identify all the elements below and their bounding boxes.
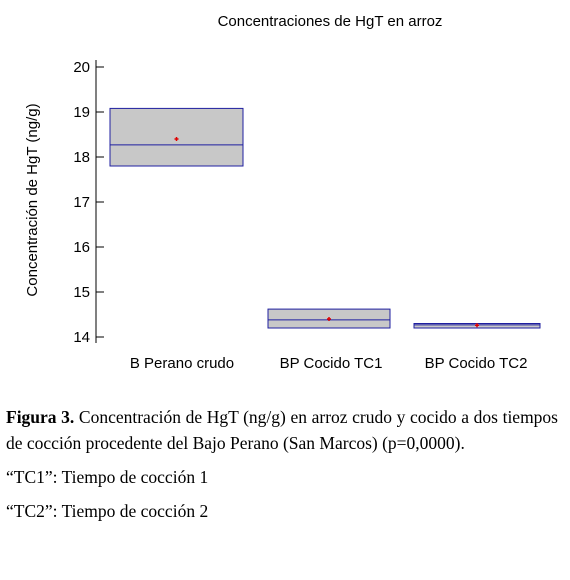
caption-note-tc1: “TC1”: Tiempo de cocción 1 <box>6 467 209 487</box>
x-category-label: BP Cocido TC2 <box>425 355 528 372</box>
y-tick-label: 14 <box>73 329 90 346</box>
y-axis-ticks: 14 15 16 17 18 19 20 <box>73 59 104 346</box>
y-tick-label: 16 <box>73 239 90 256</box>
y-tick-label: 17 <box>73 194 90 211</box>
mean-marker-1 <box>174 137 179 141</box>
caption-paragraph: Figura 3. Concentración de HgT (ng/g) en… <box>6 404 558 456</box>
y-tick-label: 19 <box>73 104 90 121</box>
mean-marker-2 <box>327 317 331 321</box>
caption-label: Figura 3. <box>6 407 75 427</box>
caption-note-tc2: “TC2”: Tiempo de cocción 2 <box>6 501 209 521</box>
x-category-label: BP Cocido TC1 <box>280 355 383 372</box>
y-tick-label: 18 <box>73 149 90 166</box>
figure-caption: Figura 3. Concentración de HgT (ng/g) en… <box>6 404 558 524</box>
y-tick-label: 20 <box>73 59 90 76</box>
x-axis-labels: B Perano crudo BP Cocido TC1 BP Cocido TC2 <box>130 355 528 372</box>
caption-text: Concentración de HgT (ng/g) en arroz cru… <box>6 407 558 453</box>
chart-title: Concentraciones de HgT en arroz <box>218 13 443 30</box>
box-series <box>109 107 541 329</box>
x-category-label: B Perano crudo <box>130 355 234 372</box>
box-plot-chart: Concentraciones de HgT en arroz Concentr… <box>24 13 541 372</box>
mean-marker-3 <box>475 323 479 328</box>
y-axis-title: Concentración de HgT (ng/g) <box>24 103 41 296</box>
y-tick-label: 15 <box>73 284 90 301</box>
